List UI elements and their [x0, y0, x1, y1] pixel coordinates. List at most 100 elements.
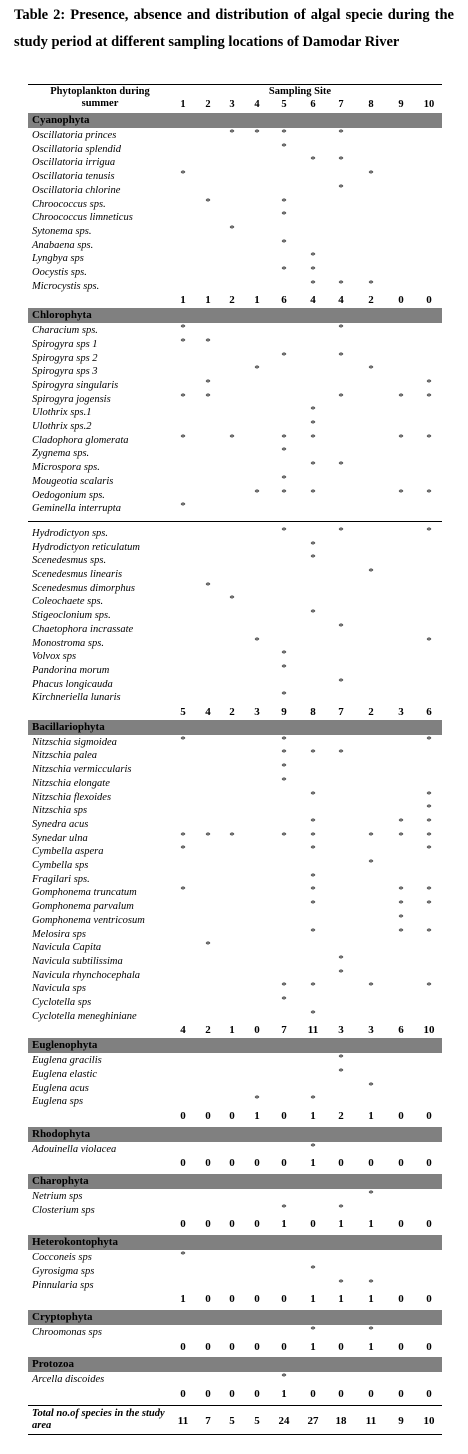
presence-mark: * — [310, 898, 316, 911]
group-bar — [28, 1235, 442, 1251]
group-total: 2 — [338, 1109, 344, 1122]
species-name: Spirogyra singularis — [32, 379, 119, 391]
group-total: 2 — [229, 706, 235, 718]
presence-mark: * — [426, 634, 432, 647]
presence-mark: * — [281, 994, 287, 1006]
presence-mark: * — [310, 1140, 316, 1153]
group-total: 0 — [229, 1218, 235, 1231]
grand-total: 24 — [278, 1414, 290, 1427]
group-total: 0 — [426, 1293, 432, 1306]
presence-mark: * — [281, 127, 287, 139]
presence-mark: * — [426, 843, 432, 856]
presence-mark: * — [229, 222, 235, 235]
group-total: 0 — [254, 1388, 260, 1400]
presence-mark: * — [180, 390, 186, 403]
group-total: 0 — [180, 1218, 186, 1231]
species-name: Sytonema sps. — [32, 225, 92, 237]
group-total: 0 — [281, 1293, 287, 1306]
group-total: 0 — [310, 1218, 316, 1231]
presence-mark: * — [205, 376, 211, 389]
presence-mark: * — [180, 335, 186, 348]
presence-mark: * — [426, 788, 432, 801]
group-name: Heterokontophyta — [32, 1236, 118, 1249]
group-total: 0 — [205, 1293, 211, 1306]
species-name: Oscillatoria splendid — [32, 143, 121, 155]
presence-mark: * — [310, 980, 316, 993]
group-total: 0 — [205, 1109, 211, 1122]
group-total: 1 — [368, 1218, 374, 1231]
species-name: Synedar ulna — [32, 832, 88, 844]
site-number: 3 — [229, 99, 235, 110]
species-name: Arcella discoides — [32, 1374, 105, 1386]
group-total: 0 — [398, 1109, 404, 1122]
rule-line — [28, 84, 442, 85]
presence-mark: * — [281, 689, 287, 702]
presence-mark: * — [368, 1079, 374, 1092]
presence-mark: * — [398, 486, 404, 499]
rule-line — [28, 1433, 442, 1435]
species-name: Characium sps. — [32, 325, 98, 337]
presence-mark: * — [338, 966, 344, 979]
species-name: Chroococcus limneticus — [32, 212, 133, 224]
presence-mark: * — [338, 181, 344, 194]
group-total: 1 — [205, 294, 211, 307]
group-total: 0 — [398, 1340, 404, 1353]
group-total: 4 — [205, 706, 211, 718]
species-name: Microspora sps. — [32, 462, 100, 474]
group-total: 0 — [338, 1340, 344, 1353]
species-name: Spirogyra jogensis — [32, 393, 111, 405]
presence-mark: * — [310, 925, 316, 938]
group-bar — [28, 1038, 442, 1054]
presence-mark: * — [338, 675, 344, 688]
presence-mark: * — [180, 843, 186, 856]
presence-mark: * — [205, 829, 211, 842]
group-total: 3 — [338, 1024, 344, 1037]
grand-total: 11 — [177, 1414, 189, 1427]
group-total: 6 — [281, 294, 287, 307]
presence-mark: * — [310, 843, 316, 856]
presence-mark: * — [310, 264, 316, 276]
group-total: 1 — [368, 1109, 374, 1122]
group-total: 0 — [281, 1340, 287, 1353]
presence-mark: * — [310, 870, 316, 883]
group-total: 0 — [229, 1388, 235, 1400]
site-number: 9 — [398, 99, 404, 110]
presence-mark: * — [281, 661, 287, 674]
presence-mark: * — [281, 774, 287, 787]
species-name: Mougeotia scalaris — [32, 475, 114, 487]
group-total: 1 — [368, 1340, 374, 1353]
presence-mark: * — [310, 884, 316, 897]
site-number: 5 — [281, 99, 287, 110]
group-total: 0 — [368, 1157, 374, 1170]
presence-mark: * — [205, 195, 211, 208]
presence-mark: * — [368, 980, 374, 993]
group-total: 9 — [281, 706, 287, 718]
group-total: 1 — [254, 294, 260, 307]
species-name: Synedra acus — [32, 818, 89, 830]
presence-mark: * — [180, 1249, 186, 1262]
presence-mark: * — [338, 1201, 344, 1214]
presence-mark: * — [398, 390, 404, 403]
presence-mark: * — [426, 829, 432, 842]
species-name: Chroomonas sps — [32, 1326, 102, 1338]
group-total: 0 — [254, 1340, 260, 1353]
group-name: Cyanophyta — [32, 114, 90, 126]
group-total: 0 — [205, 1218, 211, 1231]
presence-mark: * — [281, 980, 287, 993]
group-total: 0 — [310, 1388, 316, 1400]
grand-total: 7 — [205, 1414, 211, 1427]
group-bar — [28, 1174, 442, 1189]
group-total: 7 — [338, 706, 344, 718]
group-total: 4 — [180, 1024, 186, 1037]
presence-mark: * — [338, 524, 344, 537]
group-total: 0 — [229, 1340, 235, 1353]
presence-mark: * — [368, 1188, 374, 1200]
group-total: 1 — [338, 1218, 344, 1231]
group-total: 0 — [205, 1388, 211, 1400]
presence-mark: * — [180, 168, 186, 181]
presence-mark: * — [254, 486, 260, 499]
group-total: 1 — [310, 1157, 316, 1170]
species-name: Navicula subtilissima — [32, 955, 123, 967]
species-name: Oscillatoria chlorine — [32, 184, 121, 196]
species-name: Oscillatoria tenusis — [32, 171, 115, 183]
